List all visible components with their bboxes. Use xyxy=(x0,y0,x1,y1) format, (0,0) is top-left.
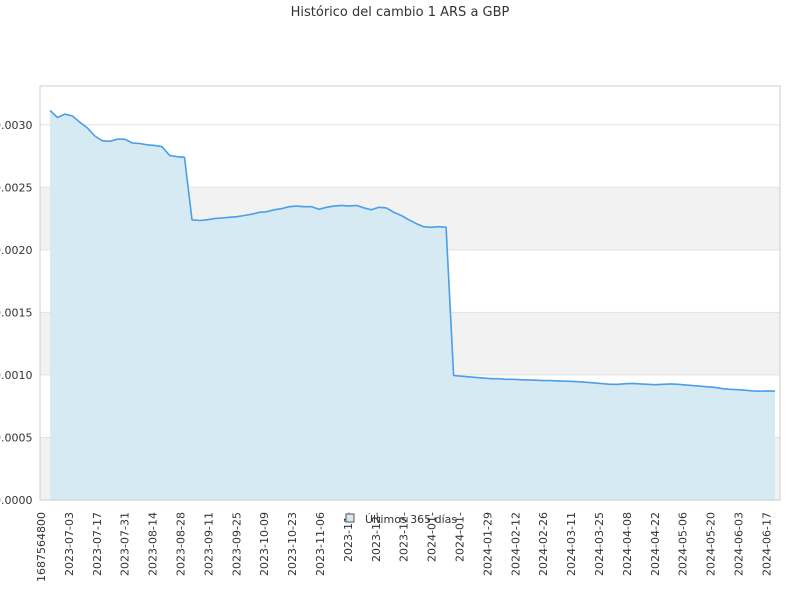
x-tick-label: 2024-01-29 xyxy=(481,512,494,576)
x-tick-label: 2023-07-17 xyxy=(91,512,104,576)
legend[interactable]: Últimos 365 días xyxy=(345,513,457,526)
x-tick-label: 2024-03-25 xyxy=(593,512,606,576)
x-tick-label: 2023-11- xyxy=(342,512,355,562)
series-layer xyxy=(49,109,776,501)
x-tick-label: 2024-05-20 xyxy=(705,512,718,576)
x-tick-label: 2023-09-25 xyxy=(230,512,243,576)
plot-frame xyxy=(39,85,781,501)
x-tick-label: 2023-07-31 xyxy=(119,512,132,576)
x-tick-label: 2023-07-03 xyxy=(63,512,76,576)
x-tick-label: 2024-02-26 xyxy=(537,512,550,576)
y-tick-label: 0.0030 xyxy=(0,119,33,132)
x-tick-label: 2024-06-03 xyxy=(733,512,746,576)
series-line xyxy=(49,109,776,392)
y-axis-ticks: 0.0000 0.0005 0.0010 0.0015 0.0020 0.0025 0.00… xyxy=(0,119,33,507)
legend-swatch[interactable] xyxy=(345,513,355,523)
y-tick-label: 0.0005 xyxy=(0,431,33,444)
x-tick-label: 2023-11-06 xyxy=(314,512,327,576)
legend-label[interactable]: Últimos 365 días xyxy=(365,513,457,526)
x-tick-label: 2024-01- xyxy=(454,512,467,562)
x-tick-label: 2024-04-22 xyxy=(649,512,662,576)
x-tick-label: 2024-06-17 xyxy=(760,512,773,576)
x-tick-label: 2023-08-28 xyxy=(175,512,188,576)
x-tick-label: 2023-12- xyxy=(370,512,383,562)
x-tick-label: 2023-10-09 xyxy=(258,512,271,576)
series-area xyxy=(50,110,775,501)
y-tick-label: 0.0010 xyxy=(0,369,33,382)
x-tick-label: 2023-10-23 xyxy=(286,512,299,576)
chart-title: Histórico del cambio 1 ARS a GBP xyxy=(291,5,510,20)
x-tick-label: 2023-12- xyxy=(398,512,411,562)
y-tick-label: 0.0020 xyxy=(0,244,33,257)
x-tick-label: 2024-01- xyxy=(426,512,439,562)
x-tick-label: 2024-02-12 xyxy=(509,512,522,576)
x-tick-label: 2023-09-11 xyxy=(202,512,215,576)
x-axis-ticks: 1687564800 2023-07-03 2023-07-17 2023-07-31… xyxy=(35,512,773,582)
x-tick-label: 2024-05-06 xyxy=(677,512,690,576)
y-tick-label: 0.0000 xyxy=(0,494,33,507)
x-tick-label: 2023-08-14 xyxy=(147,512,160,576)
x-tick-label: 1687564800 xyxy=(35,512,48,582)
y-tick-label: 0.0025 xyxy=(0,181,33,194)
x-tick-label: 2024-03-11 xyxy=(565,512,578,576)
y-tick-label: 0.0015 xyxy=(0,306,33,319)
x-tick-label: 2024-04-08 xyxy=(621,512,634,576)
